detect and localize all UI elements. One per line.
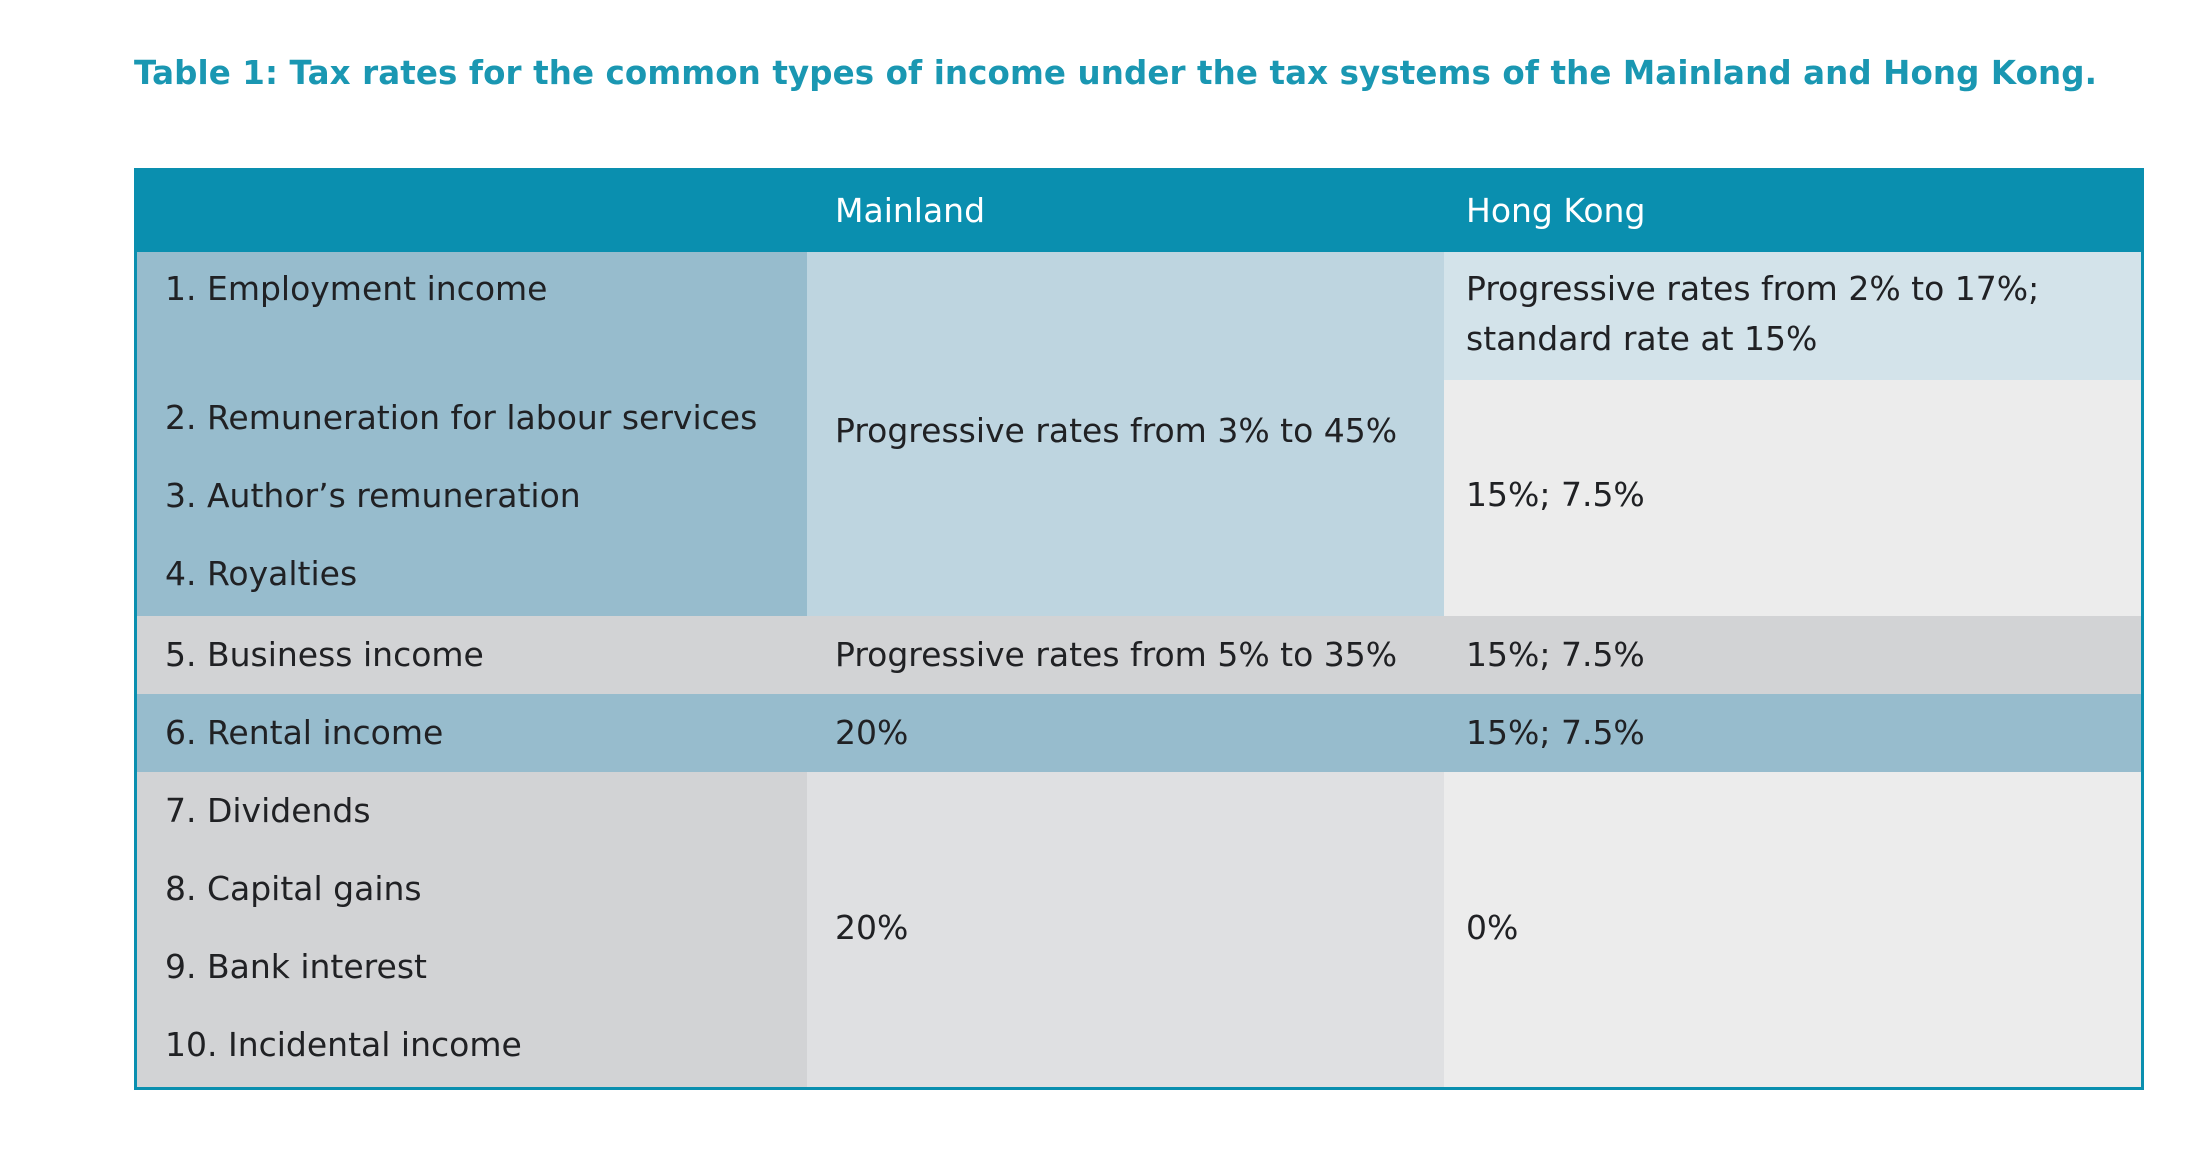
row-label-employment-income: 1. Employment income — [165, 269, 548, 308]
mainland-rate-business-income: Progressive rates from 5% to 35% — [835, 635, 1398, 674]
hong-kong-cell-group-3: 0% — [1444, 772, 2141, 1087]
income-type-group-3: 7. Dividends 8. Capital gains 9. Bank in… — [137, 772, 807, 1087]
income-type-group-1: 1. Employment income 2. Remuneration for… — [137, 252, 807, 616]
mainland-rate-group-3: 20% — [835, 908, 909, 947]
row-label-rental-income: 6. Rental income — [165, 713, 444, 752]
header-label-hong-kong: Hong Kong — [1466, 191, 1646, 230]
row-label-capital-gains: 8. Capital gains — [165, 869, 422, 908]
row-label-dividends: 7. Dividends — [165, 791, 371, 830]
hong-kong-rate-employment-line2: standard rate at 15% — [1466, 319, 1818, 358]
row-label-royalties: 4. Royalties — [165, 554, 358, 593]
table-row-business-income: 5. Business income Progressive rates fro… — [137, 616, 2141, 694]
row-label-business-income: 5. Business income — [165, 635, 484, 674]
table-row-rental-income: 6. Rental income 20% 15%; 7.5% — [137, 694, 2141, 772]
mainland-rate-group-1: Progressive rates from 3% to 45% — [835, 411, 1398, 450]
table-caption: Table 1: Tax rates for the common types … — [134, 54, 2098, 92]
row-label-labour-services: 2. Remuneration for labour services — [165, 398, 758, 437]
row-label-incidental-income: 10. Incidental income — [165, 1025, 522, 1064]
hong-kong-cell-rows-2-4: 15%; 7.5% — [1444, 380, 2141, 616]
header-cell-mainland: Mainland — [807, 171, 1444, 252]
row-label-bank-interest: 9. Bank interest — [165, 947, 427, 986]
header-cell-hong-kong: Hong Kong — [1444, 171, 2141, 252]
header-label-mainland: Mainland — [835, 191, 986, 230]
hong-kong-rate-business-income: 15%; 7.5% — [1466, 635, 1645, 674]
tax-rates-table: Mainland Hong Kong 1. Employment income … — [134, 168, 2144, 1090]
header-cell-blank — [137, 171, 807, 252]
mainland-cell-group-1: Progressive rates from 3% to 45% — [807, 252, 1444, 616]
mainland-cell-group-3: 20% — [807, 772, 1444, 1087]
hong-kong-rate-rows-2-4: 15%; 7.5% — [1466, 475, 1645, 514]
hong-kong-rate-employment-line1: Progressive rates from 2% to 17%; — [1466, 269, 2040, 308]
hong-kong-cell-employment: Progressive rates from 2% to 17%; standa… — [1444, 252, 2141, 380]
row-label-authors-remuneration: 3. Author’s remuneration — [165, 476, 581, 515]
mainland-rate-rental-income: 20% — [835, 713, 909, 752]
hong-kong-rate-rental-income: 15%; 7.5% — [1466, 713, 1645, 752]
hong-kong-rate-group-3: 0% — [1466, 908, 1519, 947]
